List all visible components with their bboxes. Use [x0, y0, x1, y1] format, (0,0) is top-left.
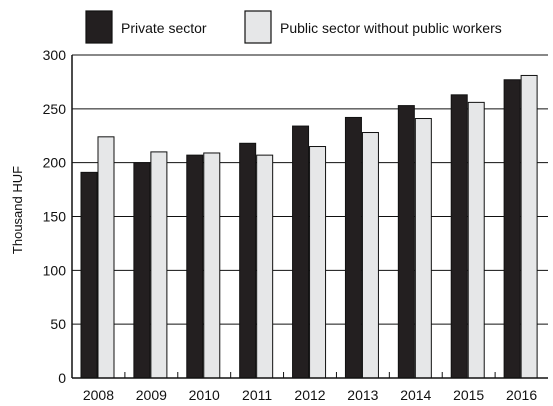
- y-axis-title: Thousand HUF: [10, 166, 25, 254]
- y-tick-label: 200: [43, 155, 67, 171]
- x-tick-label: 2011: [242, 387, 272, 403]
- bar-public-2008: [97, 136, 115, 379]
- x-tick-labels: 2008 2009 2010 2011 2012 2013 2014 2015 2016: [83, 387, 537, 403]
- bars: [80, 74, 538, 379]
- y-tick-label: 100: [43, 262, 67, 278]
- bar-public-2013: [361, 132, 379, 379]
- bar-public-2011: [256, 154, 274, 379]
- bar-private-2014: [397, 105, 415, 379]
- axes: [71, 55, 548, 379]
- bar-public-2014: [414, 118, 432, 379]
- y-tick-label: 150: [43, 209, 67, 225]
- x-tick-label: 2016: [506, 387, 537, 403]
- x-tick-label: 2012: [294, 387, 325, 403]
- bar-private-2010: [186, 154, 204, 379]
- x-tick-label: 2014: [400, 387, 431, 403]
- y-tick-label: 0: [58, 370, 66, 386]
- legend: Private sector Public sector without pub…: [85, 10, 502, 44]
- bar-public-2016: [520, 74, 538, 379]
- y-tick-labels: 0 50 100 150 200 250 300: [43, 47, 67, 386]
- y-tick-label: 250: [43, 101, 67, 117]
- x-tick-label: 2010: [189, 387, 220, 403]
- bar-private-2015: [450, 94, 468, 379]
- legend-label-public-sector: Public sector without public workers: [280, 20, 502, 36]
- legend-swatch-public-sector: [244, 10, 272, 44]
- x-tick-label: 2013: [347, 387, 378, 403]
- x-tick-label: 2009: [136, 387, 167, 403]
- bar-private-2011: [239, 142, 257, 379]
- bar-private-2016: [503, 79, 521, 379]
- x-tick-label: 2015: [453, 387, 484, 403]
- bar-private-2013: [344, 116, 362, 379]
- legend-label-private-sector: Private sector: [121, 20, 207, 36]
- y-tick-label: 50: [50, 316, 66, 332]
- bar-public-2015: [467, 101, 485, 379]
- bar-private-2008: [80, 171, 98, 379]
- bar-private-2009: [133, 162, 151, 379]
- bar-public-2012: [309, 146, 327, 379]
- x-tick-label: 2008: [83, 387, 114, 403]
- legend-swatch-private-sector: [85, 10, 113, 44]
- bar-public-2010: [203, 152, 221, 379]
- bar-public-2009: [150, 151, 168, 379]
- bar-private-2012: [292, 125, 310, 379]
- y-tick-label: 300: [43, 47, 67, 63]
